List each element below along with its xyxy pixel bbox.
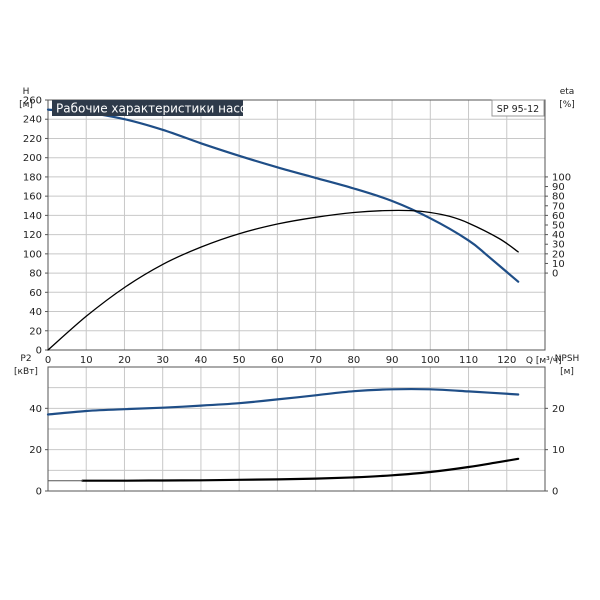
tick-label-left: 180 [23, 172, 42, 183]
tick-label-right: 10 [552, 259, 565, 270]
left-axis-unit: [м] [19, 100, 33, 110]
tick-label-right: 60 [552, 211, 565, 222]
tick-label-right: 70 [552, 201, 565, 212]
x-tick-label: 40 [195, 355, 208, 366]
tick-label-right: 20 [552, 249, 565, 260]
series-line-0-1 [47, 209, 519, 351]
left-axis-unit: [кВт] [14, 367, 38, 377]
tick-label-left: 260 [23, 96, 42, 107]
tick-label-left: 20 [29, 326, 42, 337]
right-axis-label: eta [560, 87, 575, 97]
tick-label-right: 30 [552, 240, 565, 251]
tick-label-right: 50 [552, 221, 565, 232]
x-tick-label: 0 [45, 355, 51, 366]
tick-label-left: 120 [23, 230, 42, 241]
chart-title-box: Рабочие характеристики насоса [52, 100, 261, 116]
series-line-1-1 [81, 457, 520, 482]
series-layer [46, 108, 520, 482]
x-tick-label: 110 [459, 355, 478, 366]
tick-label-right: 0 [552, 269, 558, 280]
x-tick-label: 80 [347, 355, 360, 366]
x-tick-label: 50 [233, 355, 246, 366]
tick-label-left: 40 [29, 307, 42, 318]
model-label: SP 95-12 [497, 104, 539, 115]
label-layer: 0204060801001201401601802002202402600102… [14, 87, 579, 498]
x-tick-label: 90 [386, 355, 399, 366]
tick-label-left: 200 [23, 153, 42, 164]
tick-label-right: 40 [552, 230, 565, 241]
plot-frame [47, 99, 546, 351]
tick-label-right: 80 [552, 192, 565, 203]
chart-title: Рабочие характеристики насоса [56, 102, 261, 116]
model-label-box: SP 95-12 [491, 99, 545, 117]
x-tick-label: 20 [118, 355, 131, 366]
tick-label-left: 40 [29, 404, 42, 415]
tick-label-right: 0 [552, 487, 558, 498]
right-axis-unit: [%] [559, 100, 575, 110]
x-tick-label: 100 [421, 355, 440, 366]
x-tick-label: 30 [156, 355, 169, 366]
tick-label-left: 80 [29, 269, 42, 280]
x-tick-label: 10 [80, 355, 93, 366]
tick-label-right: 90 [552, 182, 565, 193]
tick-label-left: 160 [23, 192, 42, 203]
plot-frame [47, 366, 546, 492]
series-line-1-0 [46, 387, 520, 416]
right-axis-label: NPSH [555, 354, 580, 364]
tick-label-left: 20 [29, 445, 42, 456]
tick-label-left: 0 [36, 487, 42, 498]
tick-label-left: 60 [29, 288, 42, 299]
tick-label-left: 100 [23, 249, 42, 260]
tick-label-left: 220 [23, 134, 42, 145]
right-axis-unit: [м] [560, 367, 574, 377]
tick-label-left: 240 [23, 115, 42, 126]
series-line-0-0 [46, 108, 520, 283]
left-axis-label: P2 [20, 354, 31, 364]
x-tick-label: 70 [309, 355, 322, 366]
tick-label-left: 0 [36, 346, 42, 357]
x-tick-label: 120 [497, 355, 516, 366]
x-axis-label: Q [м³/ч] [526, 356, 562, 366]
left-axis-label: H [23, 87, 30, 97]
tick-label-right: 20 [552, 404, 565, 415]
tick-label-right: 100 [552, 172, 571, 183]
grid-layer [45, 99, 548, 492]
tick-label-left: 140 [23, 211, 42, 222]
x-tick-label: 60 [271, 355, 284, 366]
tick-label-right: 10 [552, 445, 565, 456]
